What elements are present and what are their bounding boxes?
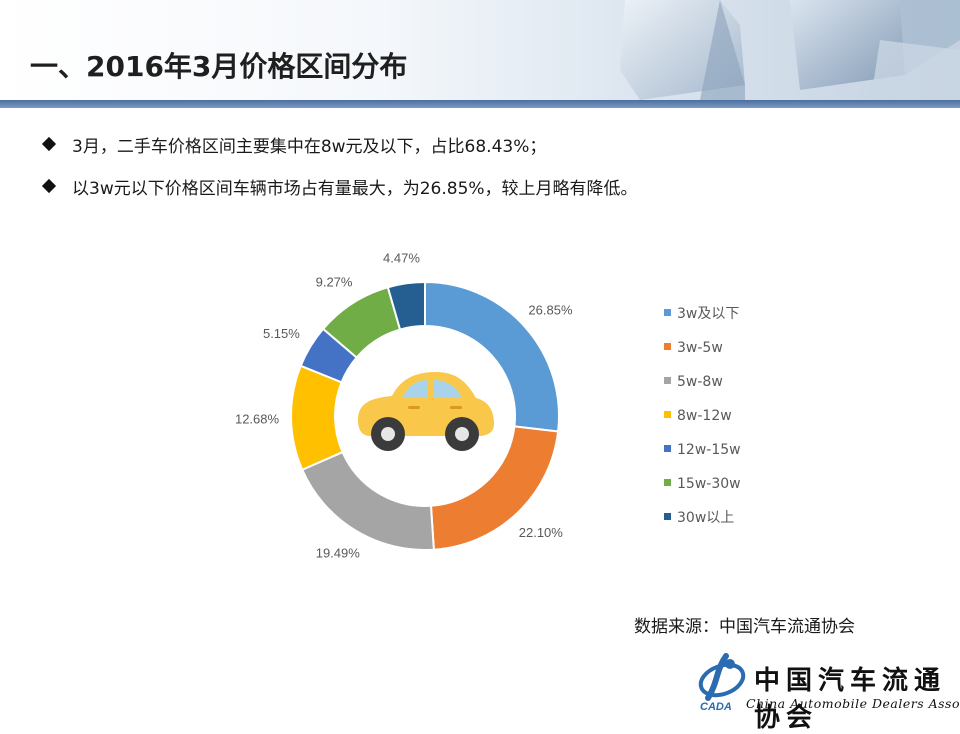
cada-emblem-icon: CADA: [698, 653, 746, 712]
donut-slice-2: [300, 450, 435, 551]
donut-slice-3: [290, 364, 344, 472]
slice-value-label: 5.15%: [263, 326, 300, 341]
legend-label: 15w-30w: [677, 476, 741, 492]
bullet-text: 3月，二手车价格区间主要集中在8w元及以下，占比68.43%；: [72, 136, 547, 157]
bullet-text: 以3w元以下价格区间车辆市场占有量最大，为26.85%，较上月略有降低。: [72, 178, 638, 199]
slice-value-label: 19.49%: [316, 546, 361, 561]
slide-header: 一、2016年3月价格区间分布: [0, 0, 960, 104]
slice-value-label: 4.47%: [383, 251, 420, 266]
data-source-note: 数据来源：中国汽车流通协会: [634, 617, 855, 637]
slice-value-label: 22.10%: [519, 525, 564, 540]
legend-label: 5w-8w: [677, 374, 723, 390]
legend-swatch: [664, 445, 671, 452]
slice-value-label: 9.27%: [316, 274, 353, 289]
legend-swatch: [664, 343, 671, 350]
page-title: 一、2016年3月价格区间分布: [30, 50, 408, 83]
legend-swatch: [664, 377, 671, 384]
legend-label: 8w-12w: [677, 408, 732, 424]
bullet-item: 以3w元以下价格区间车辆市场占有量最大，为26.85%，较上月略有降低。: [40, 172, 638, 200]
legend-label: 12w-15w: [677, 442, 741, 458]
legend-label: 3w-5w: [677, 340, 723, 356]
slice-value-label: 26.85%: [528, 303, 573, 318]
legend-swatch: [664, 309, 671, 316]
legend-label: 3w及以下: [677, 306, 739, 322]
car-icon: [358, 372, 494, 451]
header-divider: [0, 100, 960, 108]
header-cubes-decoration: [620, 0, 960, 104]
legend-label: 30w以上: [677, 510, 734, 526]
logo-abbr: CADA: [700, 701, 732, 712]
slice-value-label: 12.68%: [235, 411, 280, 426]
legend-swatch: [664, 479, 671, 486]
donut-slice-6: [386, 280, 426, 331]
cada-logo: CADA 中国汽车流通协会 China Automobile Dealers A…: [696, 652, 960, 733]
logo-english-name: China Automobile Dealers Association: [746, 696, 960, 711]
legend-swatch: [664, 513, 671, 520]
bullet-list: 3月，二手车价格区间主要集中在8w元及以下，占比68.43%； 以3w元以下价格…: [40, 130, 638, 214]
bullet-item: 3月，二手车价格区间主要集中在8w元及以下，占比68.43%；: [40, 130, 638, 158]
legend-swatch: [664, 411, 671, 418]
